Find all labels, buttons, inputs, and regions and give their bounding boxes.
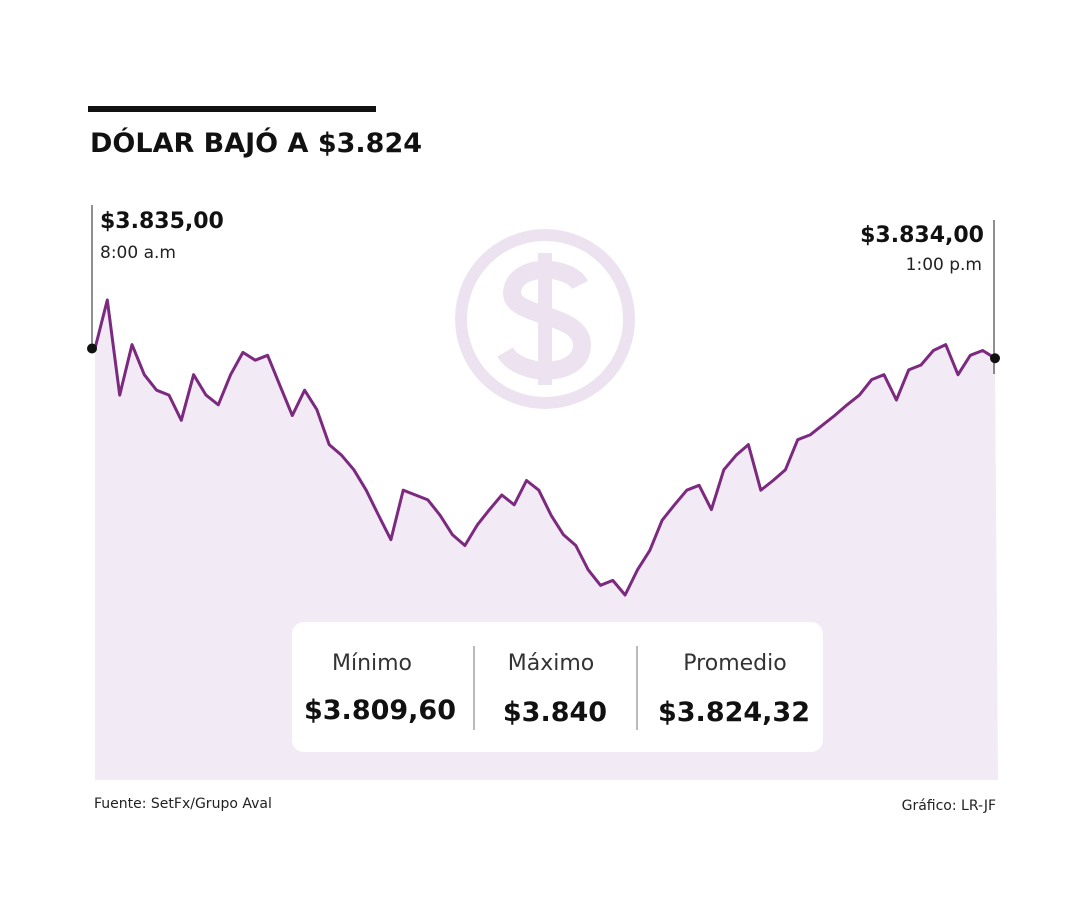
stat-label: Promedio [683, 651, 786, 676]
start-dot [87, 343, 97, 354]
chart-title: DÓLAR BAJÓ A $3.824 [90, 127, 422, 159]
stat-value: $3.824,32 [658, 697, 810, 728]
stats-box [292, 622, 823, 752]
stat-label: Máximo [508, 651, 595, 676]
line [93, 298, 996, 597]
stat-value: $3.840 [503, 697, 607, 728]
title-rule [88, 106, 376, 112]
icon-ring [455, 229, 635, 409]
credit: Gráfico: LR-JF [902, 798, 996, 814]
source: Fuente: SetFx/Grupo Aval [94, 796, 272, 812]
stat-label: Mínimo [332, 651, 412, 676]
dollar-icon [455, 229, 635, 409]
start-time: 8:00 a.m [100, 243, 176, 263]
stat-value: $3.809,60 [304, 695, 456, 726]
end-time: 1:00 p.m [906, 255, 982, 275]
end-value: $3.834,00 [860, 223, 984, 248]
start-value: $3.835,00 [100, 209, 224, 234]
end-dot [990, 353, 1000, 364]
